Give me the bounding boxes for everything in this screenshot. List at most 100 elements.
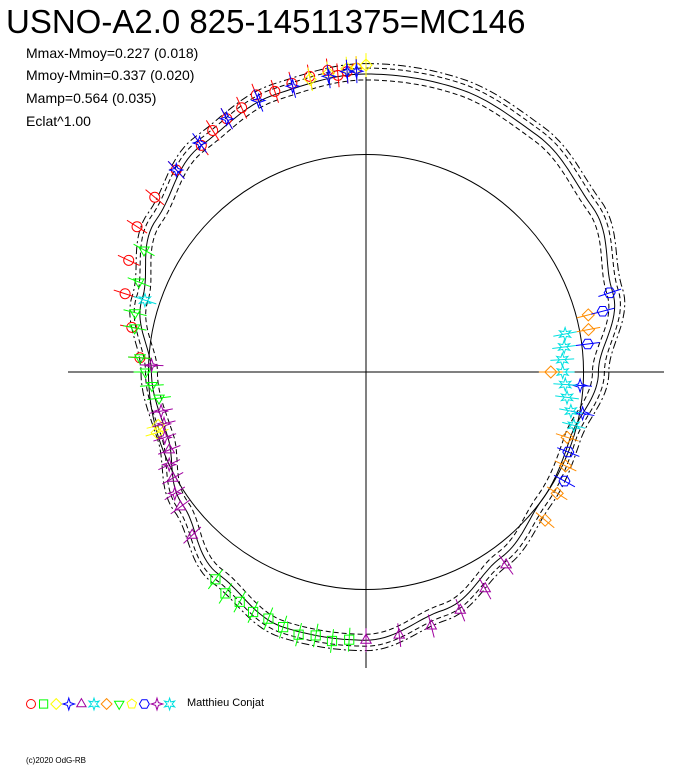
error-bar <box>247 600 259 623</box>
data-point <box>557 338 572 356</box>
error-bar <box>147 396 171 401</box>
data-point <box>338 63 356 80</box>
data-point <box>581 308 596 322</box>
fit-curves <box>129 63 626 652</box>
legend-symbol-hexagon <box>138 699 150 709</box>
data-point <box>425 619 438 630</box>
data-point <box>166 485 183 502</box>
error-bar <box>122 325 147 331</box>
error-bar <box>236 96 248 119</box>
data-point <box>236 102 248 114</box>
error-bar <box>139 364 164 367</box>
data-point <box>320 68 337 85</box>
error-bar <box>205 120 220 141</box>
data-point <box>286 77 298 89</box>
data-point <box>186 528 199 539</box>
error-bar <box>562 421 586 429</box>
error-bar <box>355 59 358 84</box>
data-point <box>558 325 573 343</box>
error-bar <box>128 356 152 360</box>
error-bar <box>278 615 288 639</box>
error-bar <box>126 219 148 234</box>
legend-symbol-star6 <box>163 696 177 712</box>
data-point <box>340 61 354 76</box>
data-point <box>139 368 152 379</box>
data-point <box>310 630 321 641</box>
error-bar <box>233 591 246 613</box>
data-point <box>129 309 142 320</box>
error-bar <box>263 607 274 630</box>
data-point <box>152 394 166 406</box>
error-bar <box>556 447 580 457</box>
data-point <box>155 415 173 433</box>
error-bar <box>550 358 575 361</box>
data-point <box>566 417 581 434</box>
legend-symbol-pentagon <box>126 698 138 709</box>
error-bar <box>307 67 313 92</box>
data-point <box>234 596 245 607</box>
error-bar <box>553 331 577 337</box>
stat-mamp: Mamp=0.564 (0.035) <box>26 90 157 106</box>
error-bar <box>295 622 303 647</box>
error-bar <box>207 569 223 590</box>
legend-symbol-star4 <box>61 696 77 712</box>
fit-curve <box>139 73 616 641</box>
error-bar <box>162 472 184 485</box>
data-point <box>149 191 161 203</box>
legend-symbol-triangle <box>75 697 87 708</box>
error-bar <box>555 395 579 400</box>
data-point <box>550 486 564 501</box>
error-bar <box>478 578 492 600</box>
chart-title: USNO-A2.0 825-14511375=MC146 <box>6 3 526 40</box>
data-point <box>293 629 304 640</box>
data-point <box>304 70 316 82</box>
error-bar <box>149 408 173 414</box>
error-bar <box>145 189 165 206</box>
error-bar <box>289 74 297 98</box>
error-bar <box>117 254 140 266</box>
error-bar <box>535 512 555 529</box>
data-point <box>560 430 574 445</box>
data-point <box>133 354 147 365</box>
data-point <box>152 402 170 420</box>
legend-symbol-diamond <box>100 697 113 711</box>
error-bar <box>192 133 208 153</box>
error-bar <box>554 460 577 472</box>
error-bar <box>427 614 435 638</box>
error-bar <box>598 288 622 297</box>
error-bar <box>123 309 147 317</box>
error-bar <box>127 277 151 287</box>
data-point <box>278 622 289 633</box>
data-points <box>113 53 622 653</box>
data-point <box>558 376 573 393</box>
data-point <box>137 246 151 257</box>
data-point <box>218 110 235 127</box>
data-point <box>128 324 141 335</box>
error-bar <box>326 64 331 89</box>
error-bar <box>164 486 186 501</box>
error-bar <box>133 243 155 257</box>
error-bar <box>552 344 576 349</box>
data-point <box>163 442 176 454</box>
data-point <box>284 78 301 95</box>
error-bar <box>152 420 176 428</box>
legend-symbol-diamond <box>50 697 63 711</box>
error-bar <box>397 623 402 648</box>
stat-eclat: Eclat^1.00 <box>26 113 91 129</box>
error-bar <box>591 307 615 315</box>
data-point <box>571 377 589 394</box>
stat-mmoy-mmin: Mmoy-Mmin=0.337 (0.020) <box>26 67 195 83</box>
data-point <box>479 581 492 593</box>
error-bar <box>336 63 340 88</box>
data-point <box>143 357 160 374</box>
data-point <box>454 603 467 614</box>
error-bar <box>553 383 578 386</box>
data-point <box>558 459 573 473</box>
data-point <box>303 72 317 87</box>
data-point <box>220 588 231 599</box>
data-point <box>562 446 575 458</box>
error-bar <box>575 341 600 346</box>
copyright-note: (c)2020 OdG-RB <box>26 756 87 765</box>
error-bar <box>270 79 279 103</box>
